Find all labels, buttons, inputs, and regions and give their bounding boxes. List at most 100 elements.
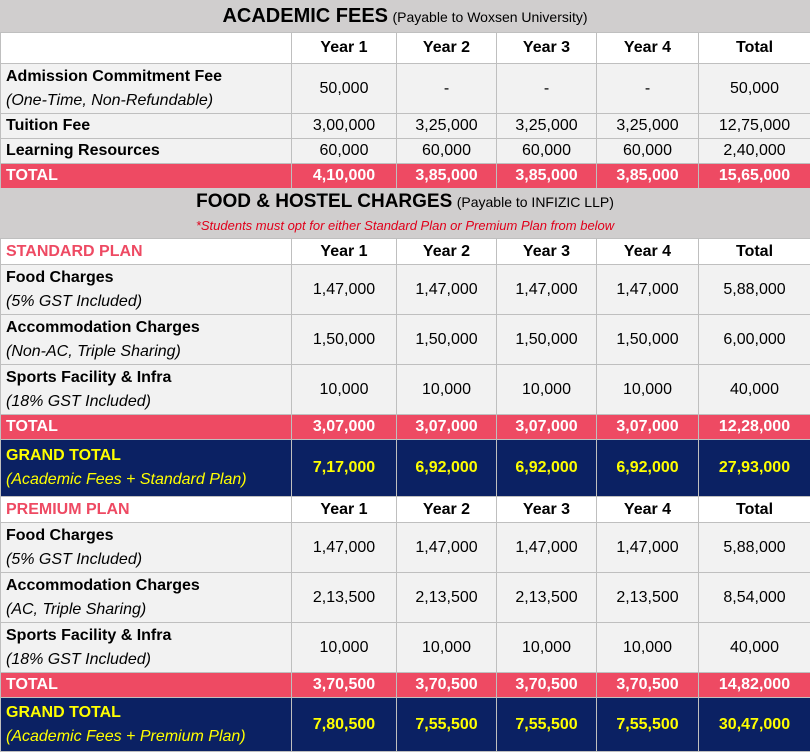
table-row: Accommodation Charges (Non-AC, Triple Sh… xyxy=(1,315,810,365)
value-cell: 1,47,000 xyxy=(397,265,497,315)
standard-grand-total-row: GRAND TOTAL (Academic Fees + Standard Pl… xyxy=(1,440,810,497)
value-cell: - xyxy=(497,64,597,114)
table-row: Sports Facility & Infra (18% GST Include… xyxy=(1,623,810,673)
value-cell: 2,13,500 xyxy=(292,573,397,623)
grand-total-cell: 7,55,500 xyxy=(397,698,497,752)
col-year-2: Year 2 xyxy=(397,497,497,523)
food-charges-sublabel: (5% GST Included) xyxy=(6,290,287,314)
total-cell: 14,82,000 xyxy=(699,673,810,698)
standard-total-row: TOTAL 3,07,000 3,07,000 3,07,000 3,07,00… xyxy=(1,415,810,440)
accommodation-label: Accommodation Charges xyxy=(6,316,287,340)
header-blank-cell xyxy=(1,33,292,64)
value-cell: 10,000 xyxy=(597,623,699,673)
value-cell: 60,000 xyxy=(497,139,597,164)
value-cell: 8,54,000 xyxy=(699,573,810,623)
academic-fees-header: ACADEMIC FEES (Payable to Woxsen Univers… xyxy=(0,0,810,32)
tuition-fee-label: Tuition Fee xyxy=(1,114,292,139)
grand-total-cell: 7,17,000 xyxy=(292,440,397,497)
food-charges-label: Food Charges xyxy=(6,266,287,290)
accommodation-label: Accommodation Charges xyxy=(6,574,287,598)
grand-total-cell: 7,80,500 xyxy=(292,698,397,752)
sports-sublabel: (18% GST Included) xyxy=(6,390,287,414)
table-row: Food Charges (5% GST Included) 1,47,000 … xyxy=(1,265,810,315)
col-year-4: Year 4 xyxy=(597,33,699,64)
value-cell: 2,13,500 xyxy=(397,573,497,623)
value-cell: 1,47,000 xyxy=(597,523,699,573)
col-year-3: Year 3 xyxy=(497,33,597,64)
value-cell: 12,75,000 xyxy=(699,114,810,139)
total-cell: 4,10,000 xyxy=(292,164,397,189)
value-cell: 40,000 xyxy=(699,365,810,415)
food-hostel-header: FOOD & HOSTEL CHARGES (Payable to INFIZI… xyxy=(0,188,810,238)
value-cell: 3,25,000 xyxy=(597,114,699,139)
col-year-1: Year 1 xyxy=(292,239,397,265)
standard-header-row: STANDARD PLAN Year 1 Year 2 Year 3 Year … xyxy=(1,239,810,265)
grand-total-label-cell: GRAND TOTAL (Academic Fees + Premium Pla… xyxy=(1,698,292,752)
value-cell: 10,000 xyxy=(597,365,699,415)
total-label: TOTAL xyxy=(1,164,292,189)
accommodation-sublabel: (Non-AC, Triple Sharing) xyxy=(6,340,287,364)
value-cell: 1,47,000 xyxy=(597,265,699,315)
value-cell: 3,25,000 xyxy=(397,114,497,139)
admission-fee-label: Admission Commitment Fee xyxy=(6,65,287,89)
total-cell: 3,07,000 xyxy=(597,415,699,440)
value-cell: 10,000 xyxy=(497,623,597,673)
grand-total-sublabel: (Academic Fees + Standard Plan) xyxy=(6,468,287,492)
premium-grand-total-row: GRAND TOTAL (Academic Fees + Premium Pla… xyxy=(1,698,810,752)
total-cell: 3,70,500 xyxy=(497,673,597,698)
col-year-3: Year 3 xyxy=(497,497,597,523)
col-year-2: Year 2 xyxy=(397,33,497,64)
plan-choice-note: *Students must opt for either Standard P… xyxy=(0,217,810,235)
value-cell: - xyxy=(397,64,497,114)
value-cell: 2,40,000 xyxy=(699,139,810,164)
food-hostel-subtitle: (Payable to INFIZIC LLP) xyxy=(457,194,614,210)
total-label: TOTAL xyxy=(1,673,292,698)
grand-total-label-cell: GRAND TOTAL (Academic Fees + Standard Pl… xyxy=(1,440,292,497)
row-label: Food Charges (5% GST Included) xyxy=(1,523,292,573)
total-cell: 3,85,000 xyxy=(397,164,497,189)
food-charges-sublabel: (5% GST Included) xyxy=(6,548,287,572)
grand-total-cell: 7,55,500 xyxy=(597,698,699,752)
premium-plan-name: PREMIUM PLAN xyxy=(1,497,292,523)
table-row: Tuition Fee 3,00,000 3,25,000 3,25,000 3… xyxy=(1,114,810,139)
value-cell: 1,47,000 xyxy=(397,523,497,573)
col-total: Total xyxy=(699,497,810,523)
value-cell: 10,000 xyxy=(397,623,497,673)
academic-fees-subtitle: (Payable to Woxsen University) xyxy=(392,9,587,25)
learning-resources-label: Learning Resources xyxy=(1,139,292,164)
grand-total-label: GRAND TOTAL xyxy=(6,701,287,725)
value-cell: 40,000 xyxy=(699,623,810,673)
academic-header-row: Year 1 Year 2 Year 3 Year 4 Total xyxy=(1,33,810,64)
value-cell: 6,00,000 xyxy=(699,315,810,365)
value-cell: - xyxy=(597,64,699,114)
value-cell: 1,50,000 xyxy=(497,315,597,365)
sports-label: Sports Facility & Infra xyxy=(6,366,287,390)
accommodation-sublabel: (AC, Triple Sharing) xyxy=(6,598,287,622)
premium-total-row: TOTAL 3,70,500 3,70,500 3,70,500 3,70,50… xyxy=(1,673,810,698)
academic-fees-title: ACADEMIC FEES xyxy=(222,5,388,27)
table-row: Food Charges (5% GST Included) 1,47,000 … xyxy=(1,523,810,573)
row-label: Sports Facility & Infra (18% GST Include… xyxy=(1,623,292,673)
col-year-4: Year 4 xyxy=(597,497,699,523)
value-cell: 10,000 xyxy=(497,365,597,415)
standard-plan-table: STANDARD PLAN Year 1 Year 2 Year 3 Year … xyxy=(0,238,810,497)
row-label: Accommodation Charges (Non-AC, Triple Sh… xyxy=(1,315,292,365)
col-year-3: Year 3 xyxy=(497,239,597,265)
premium-plan-table: PREMIUM PLAN Year 1 Year 2 Year 3 Year 4… xyxy=(0,496,810,752)
table-row: Sports Facility & Infra (18% GST Include… xyxy=(1,365,810,415)
grand-total-cell: 6,92,000 xyxy=(497,440,597,497)
col-total: Total xyxy=(699,239,810,265)
total-cell: 3,07,000 xyxy=(292,415,397,440)
table-row: Learning Resources 60,000 60,000 60,000 … xyxy=(1,139,810,164)
value-cell: 2,13,500 xyxy=(497,573,597,623)
value-cell: 3,25,000 xyxy=(497,114,597,139)
value-cell: 2,13,500 xyxy=(597,573,699,623)
value-cell: 3,00,000 xyxy=(292,114,397,139)
value-cell: 60,000 xyxy=(292,139,397,164)
sports-label: Sports Facility & Infra xyxy=(6,624,287,648)
value-cell: 5,88,000 xyxy=(699,265,810,315)
grand-total-cell: 7,55,500 xyxy=(497,698,597,752)
food-charges-label: Food Charges xyxy=(6,524,287,548)
row-label: Food Charges (5% GST Included) xyxy=(1,265,292,315)
admission-fee-sublabel: (One-Time, Non-Refundable) xyxy=(6,89,287,113)
